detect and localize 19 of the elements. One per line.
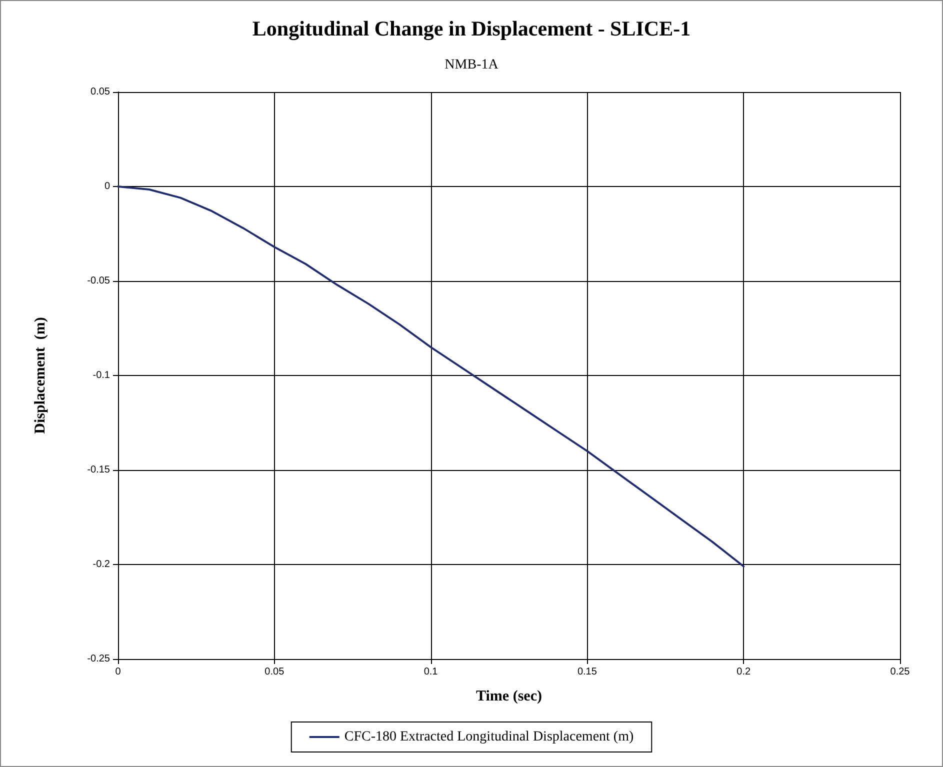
x-tick-label: 0.15 <box>577 666 598 678</box>
legend-label: CFC-180 Extracted Longitudinal Displacement (m) <box>344 730 634 744</box>
x-tick-label: 0.05 <box>264 666 285 678</box>
y-tick-label: 0.05 <box>90 86 110 98</box>
y-axis-title: Displacement (m) <box>32 317 48 434</box>
y-tick-label: -0.2 <box>92 559 110 570</box>
y-tick-label: -0.15 <box>87 464 110 476</box>
y-tick-label: -0.25 <box>87 654 110 664</box>
x-axis-title: Time (sec) <box>476 688 542 704</box>
chart-subtitle: NMB-1A <box>444 58 500 72</box>
x-tick-label: 0 <box>115 666 122 678</box>
y-tick-label: -0.1 <box>92 370 110 381</box>
chart-title: Longitudinal Change in Displacement - SLICE-1 <box>252 16 691 40</box>
x-tick-label: 0.25 <box>890 666 910 678</box>
y-tick-label: 0 <box>104 181 110 192</box>
x-tick-label: 0.2 <box>736 666 751 678</box>
y-tick-label: -0.05 <box>87 276 110 286</box>
x-tick-label: 0.1 <box>424 666 438 678</box>
line-series <box>117 186 745 568</box>
